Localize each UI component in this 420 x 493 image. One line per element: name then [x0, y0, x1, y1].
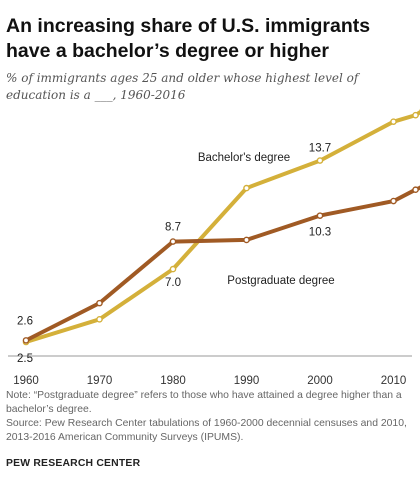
x-tick-label: 2010 [381, 375, 407, 387]
data-point [22, 337, 30, 344]
brand-credit: PEW RESEARCH CENTER [6, 458, 141, 469]
data-point [243, 236, 250, 244]
data-point [316, 157, 324, 164]
source-text: Source: Pew Research Center tabulations … [6, 418, 407, 443]
x-axis-ticks: 1960197019801990200020102016 [13, 375, 407, 387]
data-label: 10.3 [309, 227, 331, 239]
x-tick-label: 1960 [13, 375, 39, 387]
note-text: Note: “Postgraduate degree” refers to th… [6, 390, 402, 415]
series-label-postgraduate: Postgraduate degree [227, 275, 334, 287]
start-value-label: 2.5 [17, 353, 33, 365]
x-tick-label: 2000 [307, 375, 333, 387]
data-point [316, 212, 324, 219]
data-point [169, 265, 177, 273]
data-point [412, 111, 419, 119]
data-point [96, 299, 103, 307]
data-label: 8.7 [165, 222, 181, 234]
chart-title: An increasing share of U.S. immigrants h… [6, 15, 371, 62]
series-label-bachelors: Bachelor's degree [198, 152, 290, 164]
data-point [412, 186, 419, 194]
data-label: 13.7 [309, 143, 331, 155]
data-point [390, 197, 397, 205]
series-line [24, 109, 420, 344]
start-value-label: 2.6 [17, 315, 33, 327]
data-point [243, 184, 250, 192]
data-label: 7.0 [165, 277, 181, 289]
data-point [96, 316, 103, 323]
series-layer [22, 108, 420, 346]
chart-subtitle: % of immigrants ages 25 and older whose … [6, 71, 359, 102]
series-line [24, 185, 420, 343]
x-tick-label: 1970 [87, 375, 113, 387]
data-point [169, 238, 177, 245]
x-tick-label: 1990 [234, 375, 260, 387]
x-tick-label: 1980 [160, 375, 186, 387]
line-chart: 1960197019801990200020102016 7.013.717.2… [8, 108, 420, 387]
chart-footnote: Note: “Postgraduate degree” refers to th… [6, 389, 411, 445]
data-point [390, 118, 397, 125]
